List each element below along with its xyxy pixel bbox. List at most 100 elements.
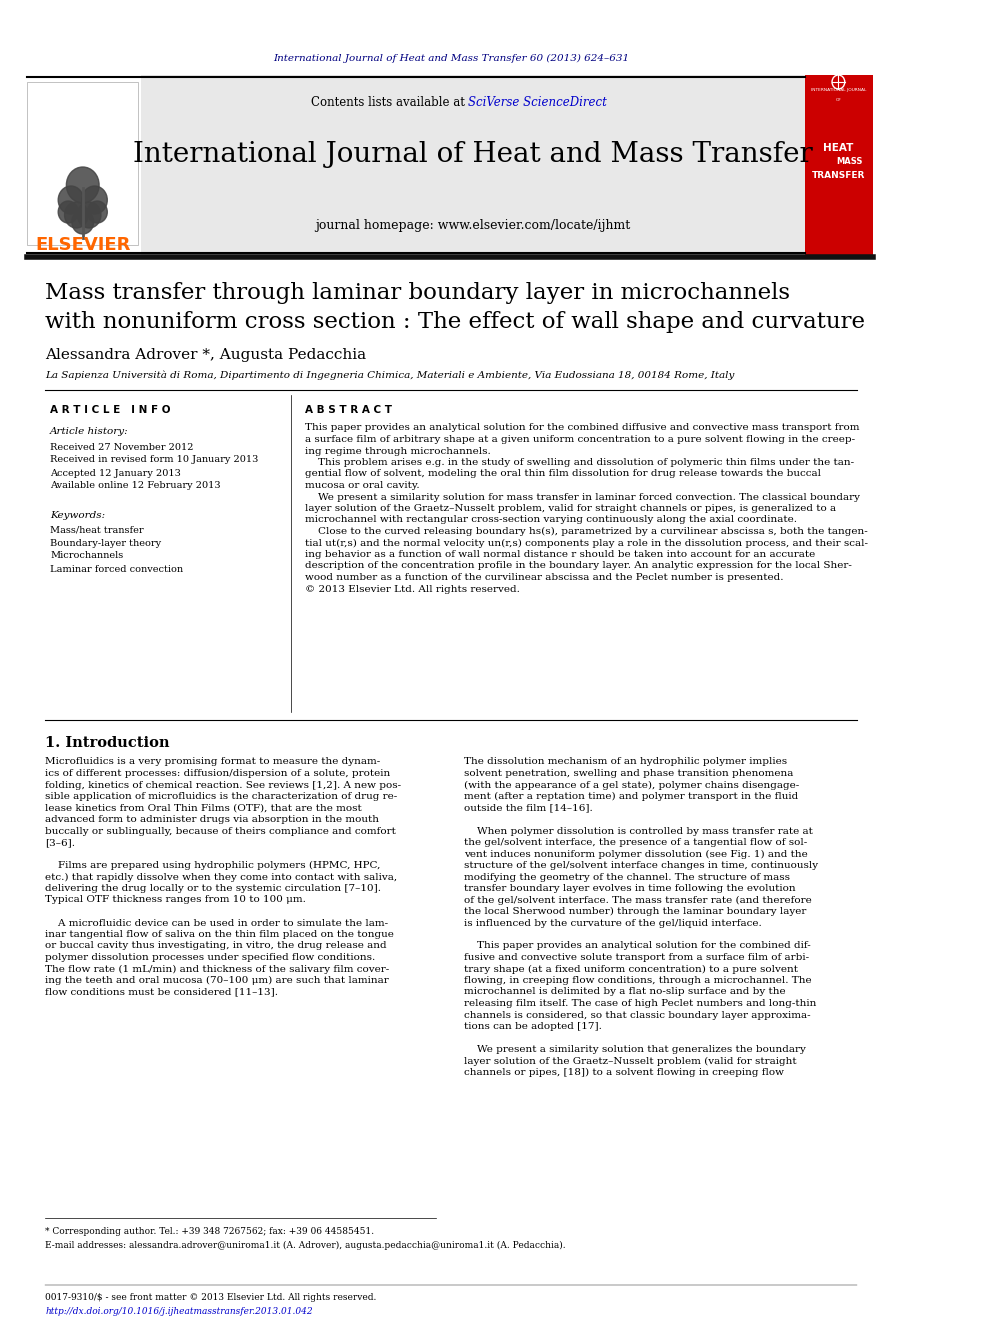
Text: International Journal of Heat and Mass Transfer 60 (2013) 624–631: International Journal of Heat and Mass T… xyxy=(273,53,629,62)
Text: MASS: MASS xyxy=(836,157,862,167)
Text: polymer dissolution processes under specified flow conditions.: polymer dissolution processes under spec… xyxy=(46,953,376,962)
Text: This paper provides an analytical solution for the combined diffusive and convec: This paper provides an analytical soluti… xyxy=(305,423,859,433)
Text: La Sapienza Università di Roma, Dipartimento di Ingegneria Chimica, Materiali e : La Sapienza Università di Roma, Dipartim… xyxy=(46,370,735,380)
Text: A B S T R A C T: A B S T R A C T xyxy=(305,405,392,415)
Text: is influenced by the curvature of the gel/liquid interface.: is influenced by the curvature of the ge… xyxy=(463,918,762,927)
Text: (with the appearance of a gel state), polymer chains disengage-: (with the appearance of a gel state), po… xyxy=(463,781,799,790)
Text: inar tangential flow of saliva on the thin film placed on the tongue: inar tangential flow of saliva on the th… xyxy=(46,930,395,939)
Text: © 2013 Elsevier Ltd. All rights reserved.: © 2013 Elsevier Ltd. All rights reserved… xyxy=(305,585,520,594)
Text: microchannel with rectangular cross-section varying continuously along the axial: microchannel with rectangular cross-sect… xyxy=(305,516,797,524)
Text: ELSEVIER: ELSEVIER xyxy=(35,235,130,254)
Text: TRANSFER: TRANSFER xyxy=(811,171,865,180)
Text: 0017-9310/$ - see front matter © 2013 Elsevier Ltd. All rights reserved.: 0017-9310/$ - see front matter © 2013 El… xyxy=(46,1294,377,1303)
Text: Mass/heat transfer: Mass/heat transfer xyxy=(50,525,144,534)
Text: The flow rate (1 mL/min) and thickness of the salivary film cover-: The flow rate (1 mL/min) and thickness o… xyxy=(46,964,390,974)
Text: 1. Introduction: 1. Introduction xyxy=(46,736,170,750)
Text: ing the teeth and oral mucosa (70–100 μm) are such that laminar: ing the teeth and oral mucosa (70–100 μm… xyxy=(46,976,389,986)
Text: a surface film of arbitrary shape at a given uniform concentration to a pure sol: a surface film of arbitrary shape at a g… xyxy=(305,435,855,445)
Text: SciVerse ScienceDirect: SciVerse ScienceDirect xyxy=(468,95,607,108)
Text: the gel/solvent interface, the presence of a tangential flow of sol-: the gel/solvent interface, the presence … xyxy=(463,837,807,847)
Text: Close to the curved releasing boundary hs(s), parametrized by a curvilinear absc: Close to the curved releasing boundary h… xyxy=(305,527,867,536)
Text: layer solution of the Graetz–Nusselt problem, valid for straight channels or pip: layer solution of the Graetz–Nusselt pro… xyxy=(305,504,835,513)
Text: channels is considered, so that classic boundary layer approxima-: channels is considered, so that classic … xyxy=(463,1011,810,1020)
Text: gential flow of solvent, modeling the oral thin film dissolution for drug releas: gential flow of solvent, modeling the or… xyxy=(305,470,820,479)
Text: Article history:: Article history: xyxy=(50,427,129,437)
Text: We present a similarity solution for mass transfer in laminar forced convection.: We present a similarity solution for mas… xyxy=(305,492,860,501)
Text: microchannel is delimited by a flat no-slip surface and by the: microchannel is delimited by a flat no-s… xyxy=(463,987,786,996)
Text: with nonuniform cross section : The effect of wall shape and curvature: with nonuniform cross section : The effe… xyxy=(46,311,865,333)
Text: or buccal cavity thus investigating, in vitro, the drug release and: or buccal cavity thus investigating, in … xyxy=(46,942,387,950)
Text: When polymer dissolution is controlled by mass transfer rate at: When polymer dissolution is controlled b… xyxy=(463,827,812,836)
Text: International Journal of Heat and Mass Transfer: International Journal of Heat and Mass T… xyxy=(133,142,812,168)
Text: ment (after a reptation time) and polymer transport in the fluid: ment (after a reptation time) and polyme… xyxy=(463,792,798,800)
Text: folding, kinetics of chemical reaction. See reviews [1,2]. A new pos-: folding, kinetics of chemical reaction. … xyxy=(46,781,402,790)
Text: Keywords:: Keywords: xyxy=(50,511,105,520)
Text: A microfluidic device can be used in order to simulate the lam-: A microfluidic device can be used in ord… xyxy=(46,918,389,927)
Circle shape xyxy=(59,201,78,224)
Text: of the gel/solvent interface. The mass transfer rate (and therefore: of the gel/solvent interface. The mass t… xyxy=(463,896,811,905)
Text: Mass transfer through laminar boundary layer in microchannels: Mass transfer through laminar boundary l… xyxy=(46,282,791,304)
Text: Microchannels: Microchannels xyxy=(50,552,123,561)
Text: Contents lists available at: Contents lists available at xyxy=(310,95,468,108)
Text: Accepted 12 January 2013: Accepted 12 January 2013 xyxy=(50,468,181,478)
Text: modifying the geometry of the channel. The structure of mass: modifying the geometry of the channel. T… xyxy=(463,872,790,881)
Text: Boundary-layer theory: Boundary-layer theory xyxy=(50,538,161,548)
Bar xyxy=(27,82,138,245)
Text: advanced form to administer drugs via absorption in the mouth: advanced form to administer drugs via ab… xyxy=(46,815,380,824)
Circle shape xyxy=(59,187,83,214)
Text: mucosa or oral cavity.: mucosa or oral cavity. xyxy=(305,482,420,490)
Text: tial ut(r,s) and the normal velocity un(r,s) components play a role in the disso: tial ut(r,s) and the normal velocity un(… xyxy=(305,538,868,548)
Text: [3–6].: [3–6]. xyxy=(46,837,75,847)
Text: tions can be adopted [17].: tions can be adopted [17]. xyxy=(463,1021,601,1031)
Text: transfer boundary layer evolves in time following the evolution: transfer boundary layer evolves in time … xyxy=(463,884,796,893)
Text: description of the concentration profile in the boundary layer. An analytic expr: description of the concentration profile… xyxy=(305,561,851,570)
Text: delivering the drug locally or to the systemic circulation [7–10].: delivering the drug locally or to the sy… xyxy=(46,884,382,893)
Text: layer solution of the Graetz–Nusselt problem (valid for straight: layer solution of the Graetz–Nusselt pro… xyxy=(463,1057,797,1065)
Text: INTERNATIONAL JOURNAL: INTERNATIONAL JOURNAL xyxy=(810,89,866,93)
Text: journal homepage: www.elsevier.com/locate/ijhmt: journal homepage: www.elsevier.com/locat… xyxy=(315,218,631,232)
Text: Available online 12 February 2013: Available online 12 February 2013 xyxy=(50,482,220,491)
Text: etc.) that rapidly dissolve when they come into contact with saliva,: etc.) that rapidly dissolve when they co… xyxy=(46,872,398,881)
Text: This problem arises e.g. in the study of swelling and dissolution of polymeric t: This problem arises e.g. in the study of… xyxy=(305,458,854,467)
Text: releasing film itself. The case of high Peclet numbers and long-thin: releasing film itself. The case of high … xyxy=(463,999,816,1008)
Text: the local Sherwood number) through the laminar boundary layer: the local Sherwood number) through the l… xyxy=(463,908,806,916)
Text: The dissolution mechanism of an hydrophilic polymer implies: The dissolution mechanism of an hydrophi… xyxy=(463,758,787,766)
Circle shape xyxy=(66,167,99,202)
Text: Alessandra Adrover *, Augusta Pedacchia: Alessandra Adrover *, Augusta Pedacchia xyxy=(46,348,367,363)
Text: buccally or sublingually, because of theirs compliance and comfort: buccally or sublingually, because of the… xyxy=(46,827,397,836)
Text: sible application of microfluidics is the characterization of drug re-: sible application of microfluidics is th… xyxy=(46,792,398,800)
Text: Typical OTF thickness ranges from 10 to 100 μm.: Typical OTF thickness ranges from 10 to … xyxy=(46,896,307,905)
Circle shape xyxy=(77,202,101,228)
Text: fusive and convective solute transport from a surface film of arbi-: fusive and convective solute transport f… xyxy=(463,953,808,962)
Circle shape xyxy=(87,201,107,224)
Text: solvent penetration, swelling and phase transition phenomena: solvent penetration, swelling and phase … xyxy=(463,769,794,778)
Text: http://dx.doi.org/10.1016/j.ijheatmasstransfer.2013.01.042: http://dx.doi.org/10.1016/j.ijheatmasstr… xyxy=(46,1307,313,1315)
Text: trary shape (at a fixed uniform concentration) to a pure solvent: trary shape (at a fixed uniform concentr… xyxy=(463,964,798,974)
Circle shape xyxy=(81,187,107,214)
Text: OF: OF xyxy=(835,98,841,102)
Circle shape xyxy=(64,202,88,228)
Text: vent induces nonuniform polymer dissolution (see Fig. 1) and the: vent induces nonuniform polymer dissolut… xyxy=(463,849,807,859)
Circle shape xyxy=(71,210,93,234)
Text: Microfluidics is a very promising format to measure the dynam-: Microfluidics is a very promising format… xyxy=(46,758,381,766)
Text: Received in revised form 10 January 2013: Received in revised form 10 January 2013 xyxy=(50,455,258,464)
Text: We present a similarity solution that generalizes the boundary: We present a similarity solution that ge… xyxy=(463,1045,806,1054)
Text: Received 27 November 2012: Received 27 November 2012 xyxy=(50,442,193,451)
Text: ics of different processes: diffusion/dispersion of a solute, protein: ics of different processes: diffusion/di… xyxy=(46,769,391,778)
Text: A R T I C L E   I N F O: A R T I C L E I N F O xyxy=(50,405,171,415)
Text: Laminar forced convection: Laminar forced convection xyxy=(50,565,184,573)
Text: ing regime through microchannels.: ing regime through microchannels. xyxy=(305,446,490,455)
Text: flowing, in creeping flow conditions, through a microchannel. The: flowing, in creeping flow conditions, th… xyxy=(463,976,811,986)
Text: structure of the gel/solvent interface changes in time, continuously: structure of the gel/solvent interface c… xyxy=(463,861,817,871)
Text: flow conditions must be considered [11–13].: flow conditions must be considered [11–1… xyxy=(46,987,279,996)
Text: This paper provides an analytical solution for the combined dif-: This paper provides an analytical soluti… xyxy=(463,942,810,950)
Text: ing behavior as a function of wall normal distance r should be taken into accoun: ing behavior as a function of wall norma… xyxy=(305,550,814,560)
Text: lease kinetics from Oral Thin Films (OTF), that are the most: lease kinetics from Oral Thin Films (OTF… xyxy=(46,803,362,812)
Text: channels or pipes, [18]) to a solvent flowing in creeping flow: channels or pipes, [18]) to a solvent fl… xyxy=(463,1068,784,1077)
Text: E-mail addresses: alessandra.adrover@uniroma1.it (A. Adrover), augusta.pedacchia: E-mail addresses: alessandra.adrover@uni… xyxy=(46,1241,566,1249)
Text: outside the film [14–16].: outside the film [14–16]. xyxy=(463,803,592,812)
Text: HEAT: HEAT xyxy=(823,143,853,153)
Text: wood number as a function of the curvilinear abscissa and the Peclet number is p: wood number as a function of the curvili… xyxy=(305,573,783,582)
Bar xyxy=(805,75,873,255)
Bar xyxy=(141,75,805,255)
